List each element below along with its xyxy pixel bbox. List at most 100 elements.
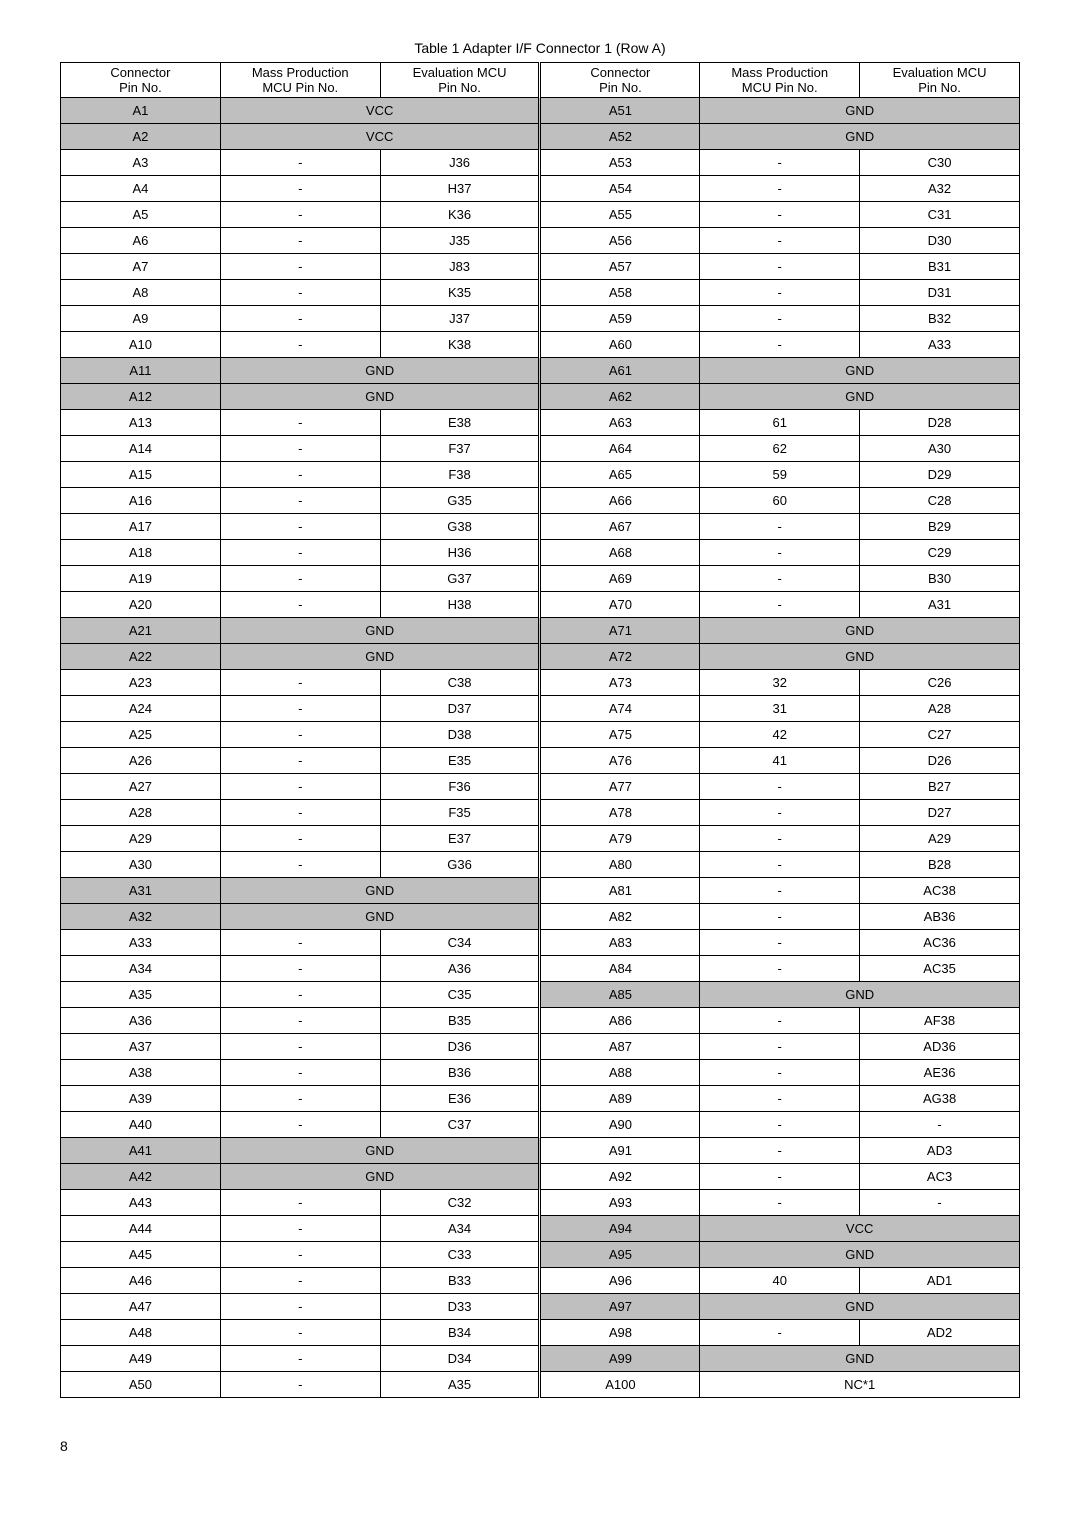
- table-row: A45-C33A95GND: [61, 1242, 1020, 1268]
- table-row: A19-G37A69-B30: [61, 566, 1020, 592]
- cell-evalmcu-pin: K35: [380, 280, 540, 306]
- cell-connector-pin: A98: [540, 1320, 700, 1346]
- cell-connector-pin: A23: [61, 670, 221, 696]
- cell-evalmcu-pin: D33: [380, 1294, 540, 1320]
- cell-evalmcu-pin: C26: [860, 670, 1020, 696]
- cell-evalmcu-pin: D37: [380, 696, 540, 722]
- table-row: A4-H37A54-A32: [61, 176, 1020, 202]
- table-row: A17-G38A67-B29: [61, 514, 1020, 540]
- table-row: A2VCCA52GND: [61, 124, 1020, 150]
- table-row: A41GNDA91-AD3: [61, 1138, 1020, 1164]
- table-row: A31GNDA81-AC38: [61, 878, 1020, 904]
- cell-evalmcu-pin: H38: [380, 592, 540, 618]
- cell-evalmcu-pin: C38: [380, 670, 540, 696]
- cell-connector-pin: A86: [540, 1008, 700, 1034]
- header-row: Connector Pin No. Mass Production MCU Pi…: [61, 63, 1020, 98]
- cell-connector-pin: A36: [61, 1008, 221, 1034]
- cell-evalmcu-pin: A33: [860, 332, 1020, 358]
- cell-merged: GND: [700, 1242, 1020, 1268]
- cell-connector-pin: A7: [61, 254, 221, 280]
- table-caption: Table 1 Adapter I/F Connector 1 (Row A): [60, 40, 1020, 56]
- cell-connector-pin: A61: [540, 358, 700, 384]
- table-row: A46-B33A9640AD1: [61, 1268, 1020, 1294]
- cell-evalmcu-pin: F38: [380, 462, 540, 488]
- table-row: A22GNDA72GND: [61, 644, 1020, 670]
- cell-evalmcu-pin: C30: [860, 150, 1020, 176]
- cell-merged: GND: [700, 124, 1020, 150]
- table-row: A38-B36A88-AE36: [61, 1060, 1020, 1086]
- cell-evalmcu-pin: C32: [380, 1190, 540, 1216]
- cell-merged: GND: [700, 1294, 1020, 1320]
- cell-evalmcu-pin: C31: [860, 202, 1020, 228]
- cell-connector-pin: A27: [61, 774, 221, 800]
- cell-evalmcu-pin: A31: [860, 592, 1020, 618]
- cell-massprod-pin: -: [220, 722, 380, 748]
- cell-massprod-pin: -: [220, 332, 380, 358]
- cell-connector-pin: A90: [540, 1112, 700, 1138]
- table-row: A37-D36A87-AD36: [61, 1034, 1020, 1060]
- cell-connector-pin: A45: [61, 1242, 221, 1268]
- cell-massprod-pin: -: [220, 1112, 380, 1138]
- cell-evalmcu-pin: G38: [380, 514, 540, 540]
- table-row: A43-C32A93--: [61, 1190, 1020, 1216]
- cell-merged: GND: [220, 878, 540, 904]
- cell-evalmcu-pin: C29: [860, 540, 1020, 566]
- cell-connector-pin: A51: [540, 98, 700, 124]
- cell-connector-pin: A72: [540, 644, 700, 670]
- cell-connector-pin: A56: [540, 228, 700, 254]
- cell-evalmcu-pin: AD2: [860, 1320, 1020, 1346]
- cell-massprod-pin: -: [220, 254, 380, 280]
- cell-connector-pin: A57: [540, 254, 700, 280]
- cell-massprod-pin: -: [220, 592, 380, 618]
- table-row: A42GNDA92-AC3: [61, 1164, 1020, 1190]
- cell-connector-pin: A17: [61, 514, 221, 540]
- cell-evalmcu-pin: J37: [380, 306, 540, 332]
- cell-connector-pin: A43: [61, 1190, 221, 1216]
- cell-evalmcu-pin: AC36: [860, 930, 1020, 956]
- cell-connector-pin: A67: [540, 514, 700, 540]
- cell-massprod-pin: 61: [700, 410, 860, 436]
- cell-massprod-pin: -: [700, 1008, 860, 1034]
- cell-massprod-pin: 60: [700, 488, 860, 514]
- cell-connector-pin: A60: [540, 332, 700, 358]
- cell-evalmcu-pin: D36: [380, 1034, 540, 1060]
- cell-connector-pin: A74: [540, 696, 700, 722]
- cell-connector-pin: A15: [61, 462, 221, 488]
- cell-massprod-pin: -: [220, 1060, 380, 1086]
- cell-evalmcu-pin: -: [860, 1190, 1020, 1216]
- cell-connector-pin: A37: [61, 1034, 221, 1060]
- table-row: A13-E38A6361D28: [61, 410, 1020, 436]
- table-row: A50-A35A100NC*1: [61, 1372, 1020, 1398]
- cell-evalmcu-pin: D38: [380, 722, 540, 748]
- cell-evalmcu-pin: C34: [380, 930, 540, 956]
- table-row: A44-A34A94VCC: [61, 1216, 1020, 1242]
- cell-connector-pin: A84: [540, 956, 700, 982]
- table-row: A29-E37A79-A29: [61, 826, 1020, 852]
- cell-merged: GND: [700, 982, 1020, 1008]
- cell-connector-pin: A62: [540, 384, 700, 410]
- cell-evalmcu-pin: AG38: [860, 1086, 1020, 1112]
- cell-evalmcu-pin: B31: [860, 254, 1020, 280]
- table-row: A48-B34A98-AD2: [61, 1320, 1020, 1346]
- header-massprod-pin-l: Mass Production MCU Pin No.: [220, 63, 380, 98]
- cell-massprod-pin: -: [220, 566, 380, 592]
- cell-evalmcu-pin: B30: [860, 566, 1020, 592]
- cell-merged: GND: [220, 384, 540, 410]
- cell-evalmcu-pin: A34: [380, 1216, 540, 1242]
- cell-evalmcu-pin: D26: [860, 748, 1020, 774]
- cell-connector-pin: A34: [61, 956, 221, 982]
- cell-connector-pin: A38: [61, 1060, 221, 1086]
- cell-merged: GND: [700, 98, 1020, 124]
- cell-merged: GND: [700, 618, 1020, 644]
- cell-connector-pin: A99: [540, 1346, 700, 1372]
- cell-connector-pin: A78: [540, 800, 700, 826]
- cell-connector-pin: A49: [61, 1346, 221, 1372]
- cell-massprod-pin: 62: [700, 436, 860, 462]
- cell-connector-pin: A11: [61, 358, 221, 384]
- cell-evalmcu-pin: K36: [380, 202, 540, 228]
- cell-connector-pin: A53: [540, 150, 700, 176]
- cell-merged: GND: [700, 384, 1020, 410]
- cell-connector-pin: A64: [540, 436, 700, 462]
- cell-evalmcu-pin: E37: [380, 826, 540, 852]
- cell-massprod-pin: 59: [700, 462, 860, 488]
